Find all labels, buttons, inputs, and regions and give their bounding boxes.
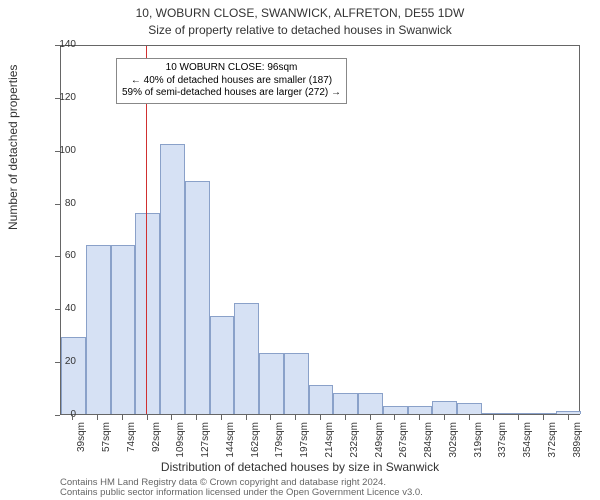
histogram-bar bbox=[432, 401, 457, 414]
histogram-bar bbox=[358, 393, 383, 414]
x-tick-label: 197sqm bbox=[299, 422, 310, 462]
footer-line2: Contains public sector information licen… bbox=[60, 488, 600, 498]
histogram-bar bbox=[111, 245, 136, 414]
histogram-bar bbox=[185, 181, 210, 414]
x-tick-label: 109sqm bbox=[175, 422, 186, 462]
x-tick-mark bbox=[345, 415, 346, 420]
plot-area: 10 WOBURN CLOSE: 96sqm ← 40% of detached… bbox=[60, 45, 580, 415]
x-tick-mark bbox=[518, 415, 519, 420]
histogram-bar bbox=[408, 406, 433, 414]
x-axis-label: Distribution of detached houses by size … bbox=[0, 460, 600, 474]
x-tick-label: 162sqm bbox=[250, 422, 261, 462]
y-tick-label: 120 bbox=[44, 92, 76, 103]
chart-title-address: 10, WOBURN CLOSE, SWANWICK, ALFRETON, DE… bbox=[0, 6, 600, 20]
histogram-bar bbox=[234, 303, 259, 414]
x-tick-label: 92sqm bbox=[151, 422, 162, 462]
x-tick-mark bbox=[394, 415, 395, 420]
histogram-bar bbox=[61, 337, 86, 414]
x-tick-label: 74sqm bbox=[126, 422, 137, 462]
x-tick-label: 57sqm bbox=[101, 422, 112, 462]
x-tick-label: 214sqm bbox=[324, 422, 335, 462]
x-tick-label: 127sqm bbox=[200, 422, 211, 462]
histogram-bar bbox=[333, 393, 358, 414]
annotation-line3: 59% of semi-detached houses are larger (… bbox=[122, 87, 341, 100]
y-tick-mark bbox=[55, 151, 60, 152]
y-tick-label: 80 bbox=[44, 198, 76, 209]
x-tick-mark bbox=[72, 415, 73, 420]
x-tick-label: 319sqm bbox=[473, 422, 484, 462]
y-tick-label: 100 bbox=[44, 145, 76, 156]
x-tick-mark bbox=[270, 415, 271, 420]
histogram-bar bbox=[309, 385, 334, 414]
y-tick-mark bbox=[55, 415, 60, 416]
footer-attribution: Contains HM Land Registry data © Crown c… bbox=[0, 478, 600, 499]
y-axis-label: Number of detached properties bbox=[6, 65, 20, 230]
x-tick-label: 302sqm bbox=[448, 422, 459, 462]
histogram-bar bbox=[531, 413, 556, 414]
x-tick-mark bbox=[419, 415, 420, 420]
x-tick-mark bbox=[543, 415, 544, 420]
y-tick-label: 20 bbox=[44, 356, 76, 367]
y-tick-label: 40 bbox=[44, 303, 76, 314]
histogram-bar bbox=[507, 413, 532, 414]
histogram-bar bbox=[160, 144, 185, 414]
x-tick-mark bbox=[97, 415, 98, 420]
x-tick-mark bbox=[295, 415, 296, 420]
y-tick-mark bbox=[55, 204, 60, 205]
x-tick-mark bbox=[246, 415, 247, 420]
histogram-bar bbox=[457, 403, 482, 414]
y-tick-mark bbox=[55, 45, 60, 46]
x-tick-label: 249sqm bbox=[374, 422, 385, 462]
x-tick-mark bbox=[320, 415, 321, 420]
x-tick-mark bbox=[444, 415, 445, 420]
histogram-bar bbox=[259, 353, 284, 414]
x-tick-label: 284sqm bbox=[423, 422, 434, 462]
x-tick-label: 39sqm bbox=[76, 422, 87, 462]
annotation-box: 10 WOBURN CLOSE: 96sqm ← 40% of detached… bbox=[116, 58, 347, 104]
chart-container: { "chart": { "type": "histogram", "title… bbox=[0, 0, 600, 500]
x-tick-mark bbox=[196, 415, 197, 420]
y-tick-mark bbox=[55, 256, 60, 257]
y-tick-mark bbox=[55, 98, 60, 99]
x-tick-mark bbox=[469, 415, 470, 420]
x-tick-label: 389sqm bbox=[572, 422, 583, 462]
x-tick-label: 144sqm bbox=[225, 422, 236, 462]
annotation-line1: 10 WOBURN CLOSE: 96sqm bbox=[122, 62, 341, 75]
y-tick-mark bbox=[55, 309, 60, 310]
histogram-bar bbox=[482, 413, 507, 414]
x-tick-label: 337sqm bbox=[497, 422, 508, 462]
y-tick-label: 0 bbox=[44, 409, 76, 420]
x-tick-mark bbox=[221, 415, 222, 420]
x-tick-mark bbox=[147, 415, 148, 420]
x-tick-mark bbox=[568, 415, 569, 420]
x-tick-label: 267sqm bbox=[398, 422, 409, 462]
histogram-bar bbox=[135, 213, 160, 414]
y-tick-label: 60 bbox=[44, 250, 76, 261]
x-tick-mark bbox=[493, 415, 494, 420]
histogram-bar bbox=[383, 406, 408, 414]
y-tick-label: 140 bbox=[44, 39, 76, 50]
y-tick-mark bbox=[55, 362, 60, 363]
x-tick-mark bbox=[370, 415, 371, 420]
x-tick-label: 354sqm bbox=[522, 422, 533, 462]
x-tick-mark bbox=[171, 415, 172, 420]
x-tick-label: 179sqm bbox=[274, 422, 285, 462]
x-tick-label: 232sqm bbox=[349, 422, 360, 462]
histogram-bar bbox=[556, 411, 581, 414]
x-tick-label: 372sqm bbox=[547, 422, 558, 462]
annotation-line2: ← 40% of detached houses are smaller (18… bbox=[122, 75, 341, 88]
histogram-bar bbox=[210, 316, 235, 414]
histogram-bar bbox=[284, 353, 309, 414]
x-tick-mark bbox=[122, 415, 123, 420]
chart-subtitle: Size of property relative to detached ho… bbox=[0, 23, 600, 37]
histogram-bar bbox=[86, 245, 111, 414]
